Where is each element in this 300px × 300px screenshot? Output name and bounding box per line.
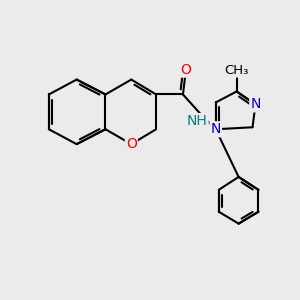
Text: CH₃: CH₃ xyxy=(224,64,249,76)
Text: N: N xyxy=(250,98,261,111)
Text: O: O xyxy=(181,63,191,76)
Text: NH: NH xyxy=(187,114,208,128)
Text: N: N xyxy=(211,122,221,136)
Text: O: O xyxy=(126,137,137,151)
